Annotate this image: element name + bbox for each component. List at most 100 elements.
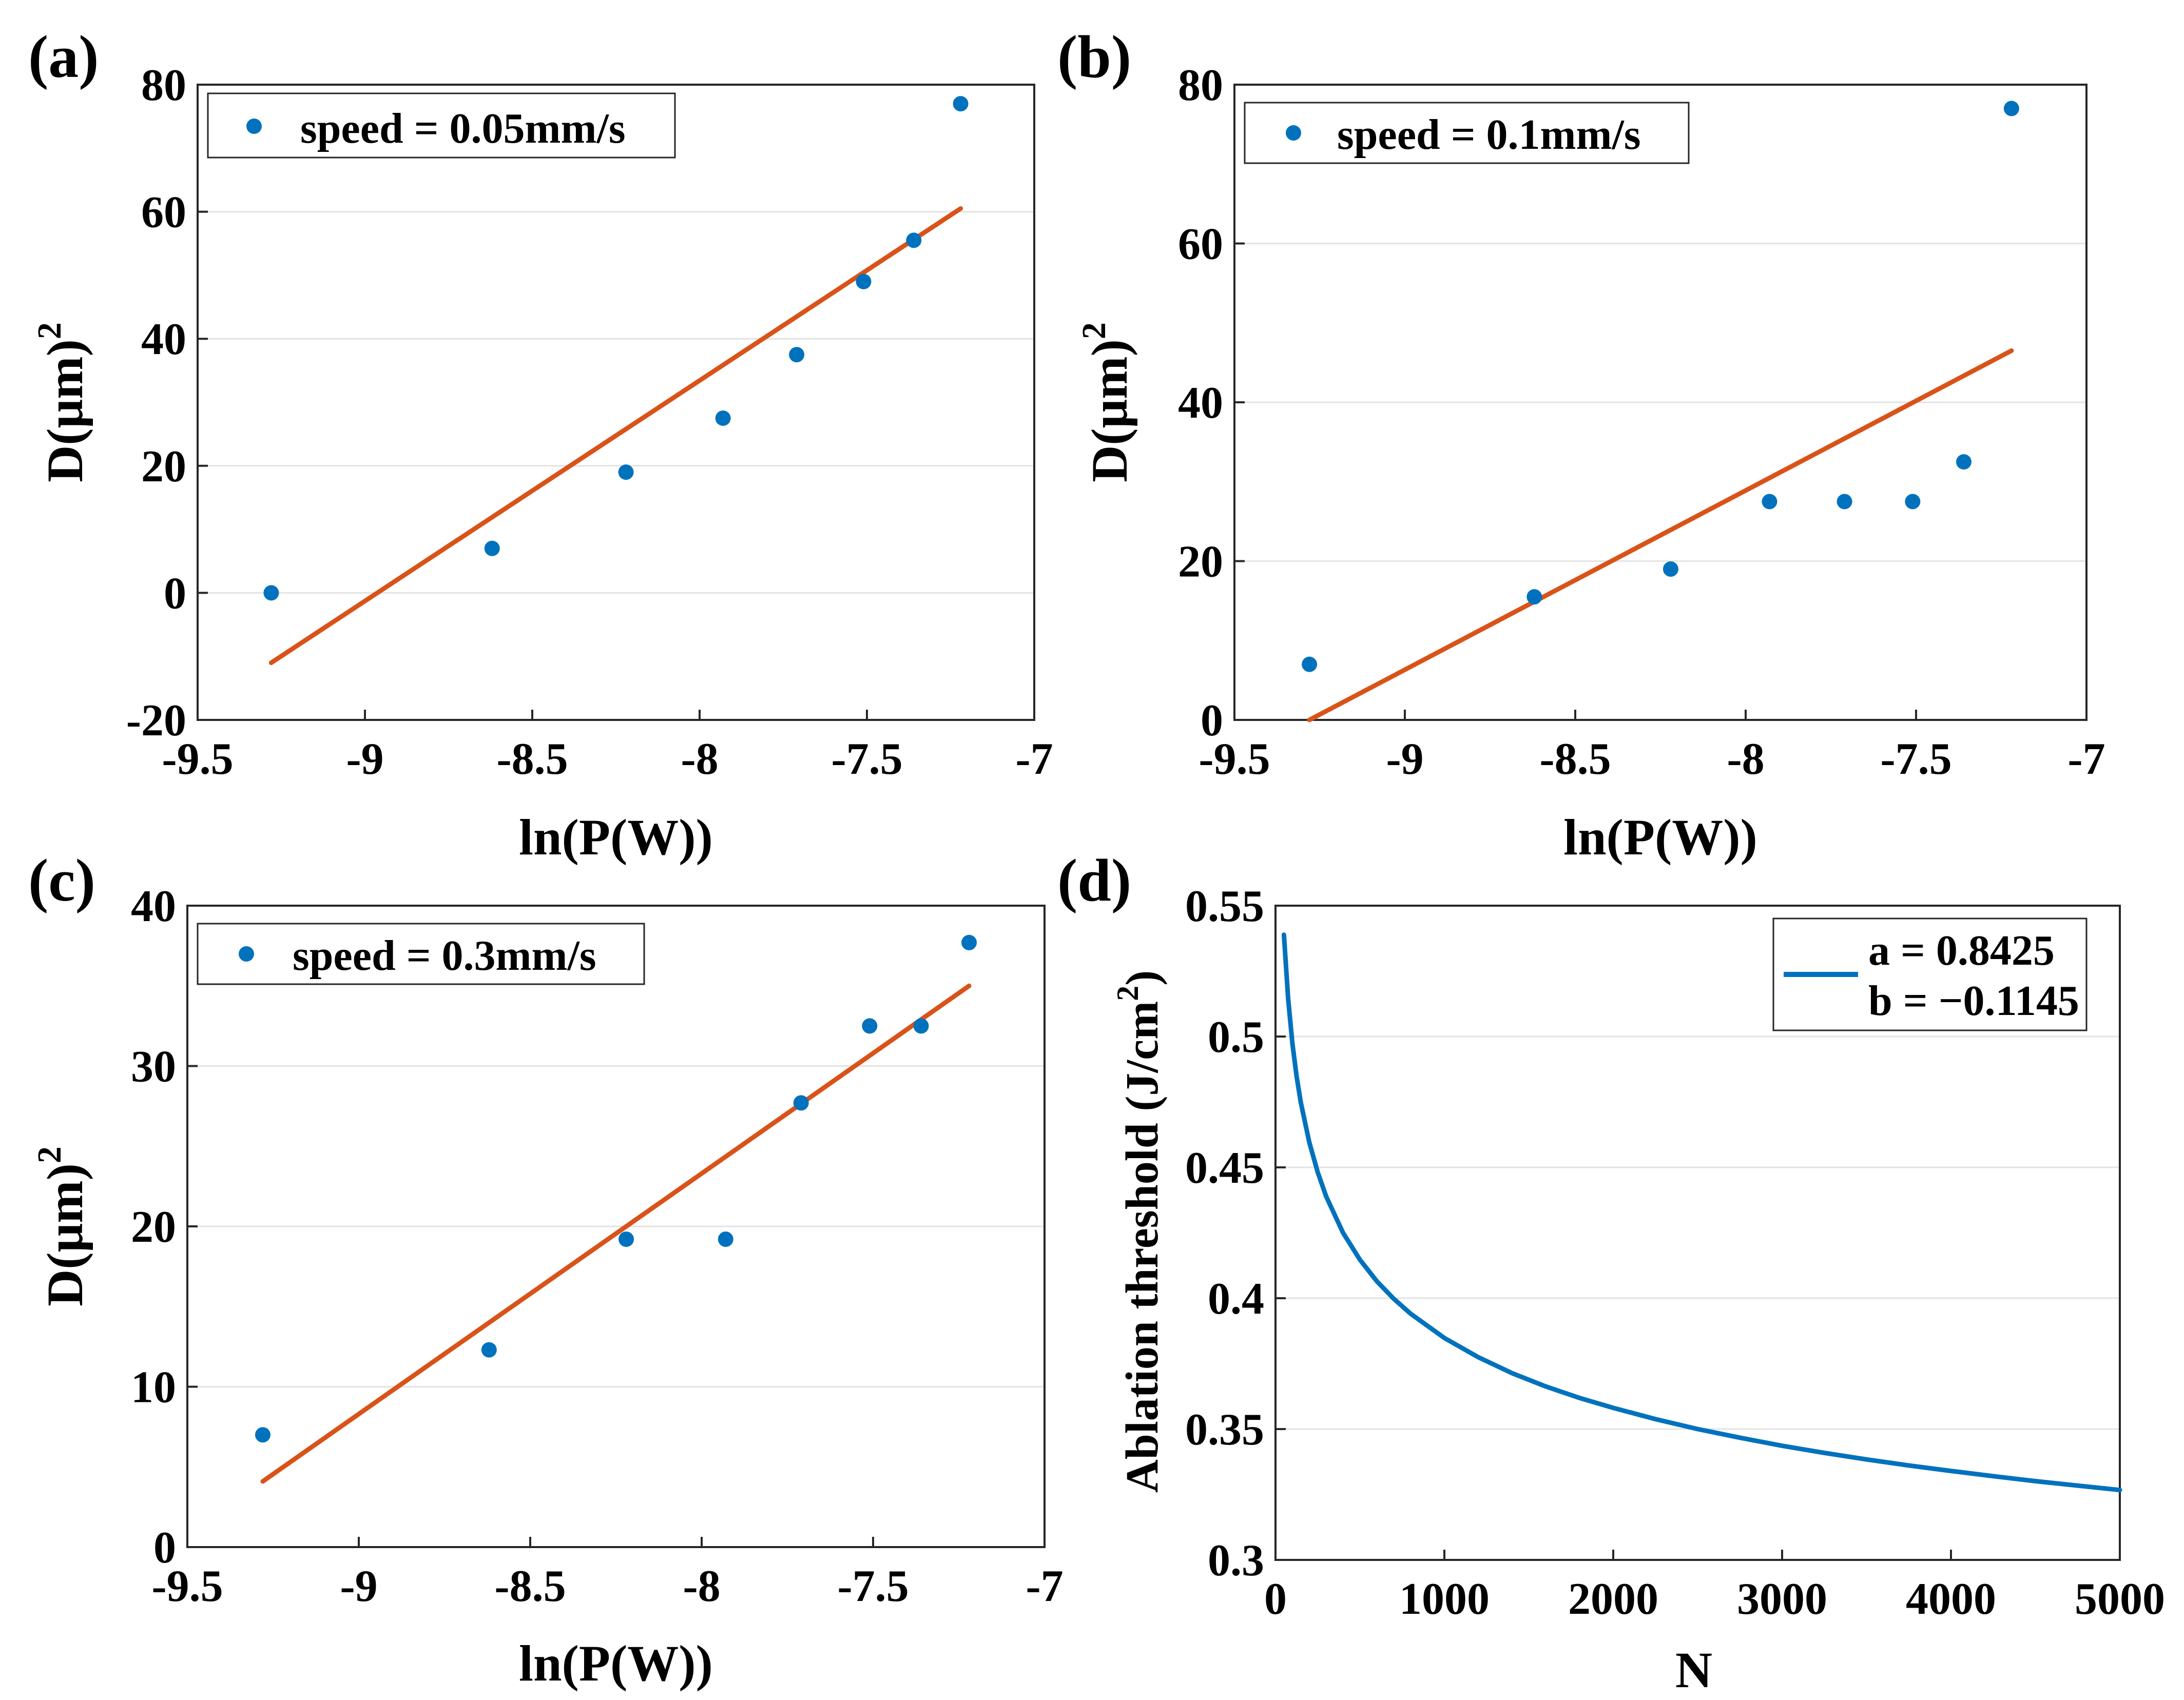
panel-b-data-point (2003, 101, 2019, 116)
panel-d-x-tick-label: 2000 (1568, 1574, 1658, 1624)
panel-a-data-point (906, 232, 922, 248)
panel-b-y-label-main: D(μm) (1081, 339, 1138, 482)
panel-c-y-label-main: D(μm) (36, 1163, 93, 1306)
panel-d-x-tick-label: 1000 (1399, 1574, 1490, 1624)
panel-b-x-tick-label: -9.5 (1199, 734, 1270, 784)
panel-c-x-tick-label: -7.5 (837, 1561, 909, 1611)
panel-b-grid (1234, 243, 2086, 562)
panel-b-fit-line (1307, 348, 2014, 722)
panel-c-legend-marker (239, 946, 254, 962)
panel-a-y-label-superscript: 2 (31, 322, 68, 339)
panel-a-x-tick-label: -7.5 (831, 734, 902, 784)
panel-d-y-tick-label: 0.45 (1185, 1143, 1264, 1193)
panel-d: (d) 0 1000 2000 3000 4000 5000 0.3 0.35 0.4 0.45… (1057, 847, 2165, 1698)
panel-d-y-label-main: Ablation threshold (J/cm (1117, 1001, 1168, 1493)
panel-a-y-tick-label: 40 (141, 315, 186, 364)
panel-d-y-label-superscript: 2 (1111, 986, 1145, 1001)
panel-d-axes-box (1274, 905, 2121, 1561)
panel-d-x-axis-label: N (1675, 1642, 1712, 1698)
panel-a-x-tick-label: -7 (1015, 734, 1053, 784)
panel-d-y-tick-label: 0.35 (1185, 1405, 1264, 1455)
panel-a-data-point (484, 540, 500, 556)
panel-c-fit-line (260, 983, 972, 1484)
panel-c-fit-line-group (260, 983, 972, 1484)
panel-b-x-axis-label: ln(P(W)) (1563, 809, 1757, 866)
panel-d-x-tick-label: 5000 (2075, 1574, 2165, 1624)
panel-a-data-point (618, 464, 634, 480)
panel-c-y-tick-label: 40 (131, 882, 176, 931)
panel-b-legend-box (1244, 102, 1690, 164)
panel-a-y-axis-label: D(μm)2 (31, 322, 93, 482)
panel-a-points (263, 96, 969, 601)
panel-a-data-point (856, 273, 872, 289)
panel-a-x-tick-label: -9 (346, 734, 383, 784)
panel-b-y-tick-label: 40 (1178, 378, 1223, 428)
panel-b-data-point (1956, 454, 1972, 470)
panel-b-label: (b) (1057, 23, 1131, 90)
panel-d-y-label-suffix: ) (1117, 970, 1168, 986)
panel-c-data-point (913, 1018, 929, 1034)
panel-b-x-tick-label: -9 (1386, 734, 1423, 784)
panel-a-legend: speed = 0.05mm/s (207, 92, 676, 159)
panel-d-y-axis-label: Ablation threshold (J/cm2) (1111, 970, 1168, 1493)
panel-d-legend: a = 0.8425 b = −0.1145 (1772, 917, 2088, 1031)
panel-b-legend: speed = 0.1mm/s (1244, 102, 1690, 164)
panel-a-y-tick-label: -20 (126, 696, 186, 746)
panel-b-data-point (1762, 494, 1777, 510)
panel-b-data-point (1526, 589, 1542, 605)
panel-b-y-ticks: 0 20 40 60 80 (1178, 61, 1245, 746)
panel-a-data-point (953, 96, 969, 112)
panel-a-fit-line (268, 206, 963, 666)
panel-c-grid (187, 1065, 1045, 1388)
panel-a-y-ticks: -20 0 20 40 60 80 (126, 61, 208, 746)
panel-a-x-tick-label: -8 (681, 734, 718, 784)
panel-b-legend-marker (1286, 125, 1301, 141)
panel-b-points (1302, 101, 2019, 672)
panel-a-fit-line-group (268, 206, 963, 666)
panel-a-grid (198, 211, 1034, 594)
panel-d-y-ticks: 0.3 0.35 0.4 0.45 0.5 0.55 (1185, 882, 1286, 1586)
panel-a-data-point (789, 347, 805, 363)
panel-a-data-point (715, 410, 731, 426)
panel-a: (a) -9.5 -9 -8.5 -8 -7.5 -7 -20 0 20 40 60 80 ln(P… (28, 23, 1053, 866)
panel-c-data-point (255, 1427, 270, 1443)
panel-c-legend-box (197, 923, 645, 985)
panel-c-data-point (481, 1342, 497, 1358)
panel-c-x-tick-label: -9.5 (151, 1561, 223, 1611)
panel-d-legend-text-a: a = 0.8425 (1868, 927, 2055, 974)
panel-b-fit-line-group (1307, 348, 2014, 722)
panel-b-data-point (1663, 561, 1678, 577)
panel-c-legend-text: speed = 0.3mm/s (293, 932, 596, 980)
panel-b-y-axis-label: D(μm)2 (1075, 322, 1138, 482)
panel-d-x-tick-label: 4000 (1906, 1574, 1996, 1624)
panel-c-points (255, 934, 977, 1443)
panel-a-legend-text: speed = 0.05mm/s (300, 105, 626, 152)
panel-b-x-tick-label: -7.5 (1880, 734, 1951, 784)
panel-d-x-tick-label: 3000 (1737, 1574, 1827, 1624)
panel-c-y-tick-label: 10 (131, 1363, 176, 1413)
panel-a-legend-box (207, 92, 676, 159)
panel-c-label: (c) (28, 847, 95, 914)
panel-b-x-tick-label: -7 (2067, 734, 2105, 784)
panel-b-y-tick-label: 20 (1178, 537, 1223, 587)
panel-d-y-tick-label: 0.4 (1208, 1274, 1264, 1324)
panel-c-x-tick-label: -8.5 (494, 1561, 566, 1611)
panel-b-y-label-superscript: 2 (1075, 322, 1113, 339)
panel-c-data-point (718, 1232, 733, 1247)
panel-b-x-tick-label: -8.5 (1539, 734, 1611, 784)
panel-c-x-tick-label: -7 (1026, 1561, 1063, 1611)
panel-b-y-tick-label: 60 (1178, 220, 1223, 269)
panel-a-x-axis-label: ln(P(W)) (519, 809, 713, 866)
panel-c-y-tick-label: 30 (131, 1042, 176, 1092)
panel-c-y-tick-label: 0 (153, 1523, 176, 1573)
panel-b: (b) -9.5 -9 -8.5 -8 -7.5 -7 0 20 40 60 80 ln(P(W)… (1057, 23, 2105, 866)
panel-c-data-point (619, 1232, 634, 1247)
panel-a-x-tick-label: -9.5 (162, 734, 233, 784)
panel-c: (c) -9.5 -9 -8.5 -8 -7.5 -7 0 10 20 30 40 ln(P(W)… (28, 847, 1064, 1692)
panel-a-data-point (263, 585, 279, 601)
panel-a-axes-box (197, 84, 1035, 721)
panel-d-legend-text-b: b = −0.1145 (1868, 977, 2079, 1025)
panel-b-data-point (1905, 494, 1921, 510)
